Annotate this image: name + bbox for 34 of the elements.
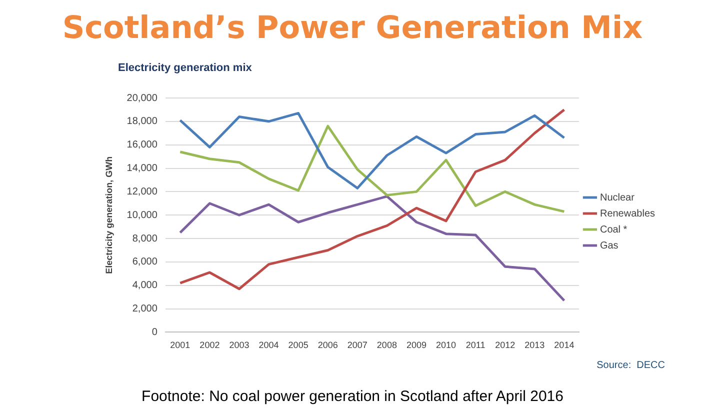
y-axis-title: Electricity generation, GWh — [104, 156, 114, 274]
x-tick-label: 2001 — [170, 340, 190, 350]
x-tick-label: 2013 — [524, 340, 545, 350]
y-tick-label: 12,000 — [126, 186, 158, 198]
y-tick-label: 4,000 — [132, 280, 158, 292]
y-tick-label: 18,000 — [126, 116, 158, 128]
legend-label: Coal * — [600, 224, 628, 236]
x-tick-label: 2014 — [554, 340, 574, 350]
y-tick-label: 20,000 — [126, 92, 158, 104]
source-note: Source: DECC — [596, 360, 665, 371]
y-tick-label: 0 — [152, 326, 158, 338]
y-tick-label: 8,000 — [132, 233, 158, 244]
x-tick-label: 2005 — [288, 340, 308, 350]
chart-subtitle: Electricity generation mix — [118, 62, 252, 74]
y-tick-label: 14,000 — [126, 163, 158, 174]
y-tick-label: 2,000 — [132, 304, 158, 315]
x-tick-label: 2008 — [376, 340, 397, 350]
y-tick-label: 6,000 — [132, 256, 158, 268]
y-tick-label: 16,000 — [126, 140, 158, 151]
legend-label: Gas — [600, 240, 618, 252]
x-tick-label: 2006 — [318, 340, 338, 350]
x-tick-label: 2003 — [229, 340, 250, 350]
y-tick-label: 10,000 — [126, 210, 158, 221]
x-tick-label: 2009 — [406, 340, 427, 350]
chart-title: Scotland’s Power Generation Mix — [61, 10, 644, 46]
x-tick-label: 2010 — [436, 340, 456, 350]
legend-label: Nuclear — [600, 192, 636, 204]
x-tick-label: 2004 — [258, 340, 279, 350]
x-tick-label: 2012 — [495, 340, 516, 350]
text: Footnote: No coal power generation in Scotland after April 2016 — [140, 388, 564, 405]
x-tick-label: 2002 — [200, 340, 220, 350]
x-tick-label: 2011 — [466, 340, 486, 350]
x-tick-label: 2007 — [347, 340, 368, 350]
legend-label: Renewables — [600, 208, 656, 220]
